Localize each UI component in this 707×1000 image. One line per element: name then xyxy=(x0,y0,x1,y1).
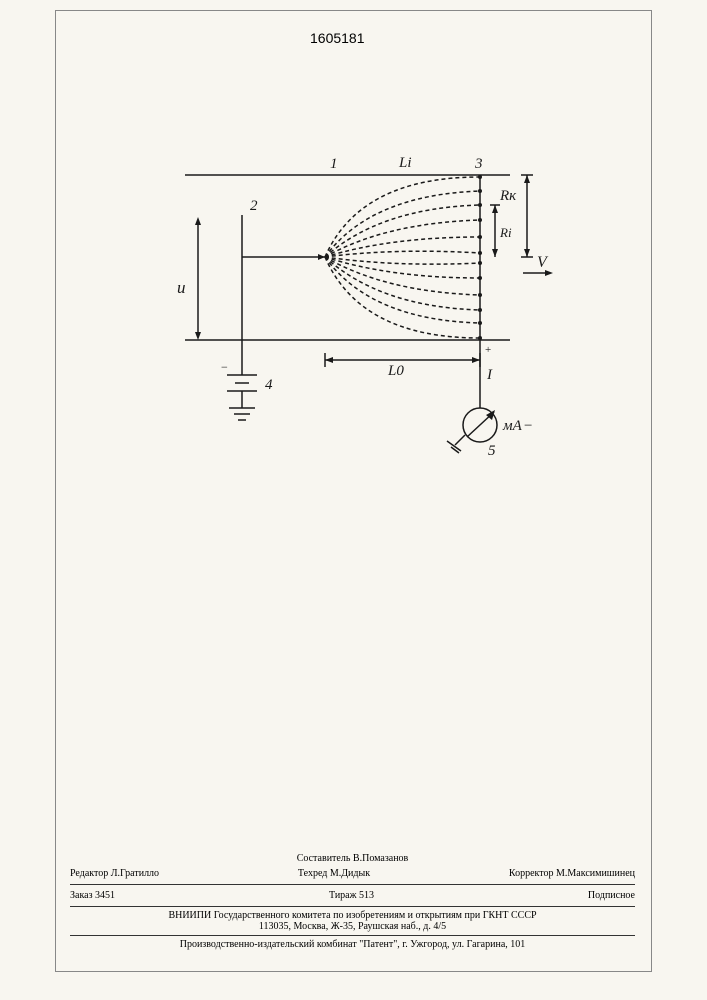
label-l0: L0 xyxy=(387,363,404,379)
corrector-label: Корректор xyxy=(509,868,554,879)
label-3: 3 xyxy=(474,156,483,172)
tirazh-num: 513 xyxy=(359,890,374,901)
podpisnoe: Подписное xyxy=(588,890,635,901)
tirazh-label: Тираж xyxy=(329,890,357,901)
label-2: 2 xyxy=(250,198,258,214)
circuit-diagram: 1 2 3 u 4 − Li Rк Ri V L0 I + мA − 5 xyxy=(145,145,565,490)
label-4: 4 xyxy=(265,377,273,393)
compiler-label: Составитель xyxy=(297,853,351,864)
label-v: V xyxy=(537,254,549,271)
editor-name: Л.Гратилло xyxy=(111,868,159,879)
label-units: мA xyxy=(502,418,523,434)
compiler-name: В.Помазанов xyxy=(353,853,408,864)
label-ri: Ri xyxy=(499,225,512,240)
trajectory-fan xyxy=(325,177,480,338)
label-5: 5 xyxy=(488,443,496,459)
techred-name: М.Дидык xyxy=(330,868,370,879)
svg-text:−: − xyxy=(221,360,228,374)
label-li: Li xyxy=(398,155,412,171)
editor-label: Редактор xyxy=(70,868,108,879)
svg-text:+: + xyxy=(485,344,491,356)
footer-block: Составитель В.Помазанов Редактор Л.Грати… xyxy=(70,851,635,950)
label-1: 1 xyxy=(330,156,338,172)
order-num: 3451 xyxy=(95,890,115,901)
label-u: u xyxy=(177,278,186,297)
org-line2: 113035, Москва, Ж-35, Раушская наб., д. … xyxy=(70,921,635,932)
document-number: 1605181 xyxy=(310,30,365,46)
svg-text:−: − xyxy=(524,418,532,434)
corrector-name: М.Максимишинец xyxy=(556,868,635,879)
press-line: Производственно-издательский комбинат "П… xyxy=(70,939,635,950)
org-line1: ВНИИПИ Государственного комитета по изоб… xyxy=(70,910,635,921)
techred-label: Техред xyxy=(298,868,327,879)
label-i: I xyxy=(486,367,493,383)
label-rk: Rк xyxy=(499,188,517,204)
order-label: Заказ xyxy=(70,890,93,901)
